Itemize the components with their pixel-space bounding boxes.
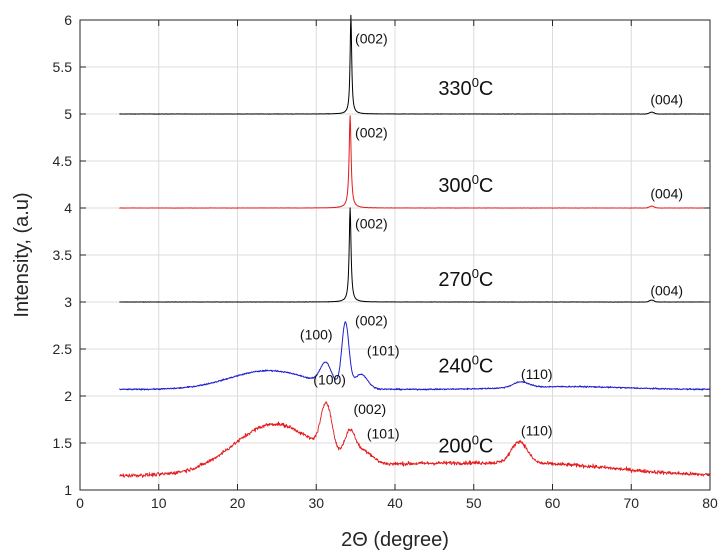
- temperature-label: 3300C: [438, 75, 493, 100]
- x-tick-label: 70: [623, 495, 639, 511]
- x-tick-label: 10: [151, 495, 167, 511]
- y-tick-label: 6: [64, 12, 72, 28]
- y-tick-label: 3.5: [53, 247, 73, 263]
- y-tick-label: 4.5: [53, 153, 73, 169]
- peak-label: (002): [355, 125, 388, 141]
- series-group: [118, 14, 711, 478]
- y-tick-label: 5.5: [53, 59, 73, 75]
- peak-label: (004): [650, 92, 683, 108]
- peak-label: (002): [355, 313, 388, 329]
- series-line-4: [119, 401, 711, 478]
- peak-label: (101): [367, 425, 400, 441]
- peak-label: (004): [650, 282, 683, 298]
- series-line-3: [118, 321, 711, 391]
- series-line-2: [119, 207, 711, 303]
- y-tick-label: 3: [64, 294, 72, 310]
- annotations: 3300C 3000C 2700C 2400C 2000C (002) (004) (002)…: [300, 31, 683, 458]
- peak-label: (100): [300, 327, 333, 343]
- y-tick-label: 2.5: [53, 341, 73, 357]
- x-tick-label: 40: [387, 495, 403, 511]
- x-tick-label: 0: [76, 495, 84, 511]
- temperature-label: 2000C: [438, 432, 493, 457]
- peak-label: (004): [650, 186, 683, 202]
- y-tick-label: 2: [64, 388, 72, 404]
- temperature-label: 2400C: [438, 353, 493, 378]
- x-tick-label: 80: [702, 495, 718, 511]
- peak-label: (002): [353, 401, 386, 417]
- peak-label: (110): [521, 366, 553, 382]
- y-axis-label: Intensity, (a.u): [11, 192, 33, 317]
- peak-label: (002): [355, 31, 388, 47]
- temperature-label: 3000C: [438, 172, 493, 197]
- peak-label: (110): [521, 422, 553, 438]
- x-tick-label: 50: [466, 495, 482, 511]
- temperature-label: 2700C: [438, 266, 493, 291]
- y-tick-label: 1: [64, 482, 72, 498]
- peak-label: (002): [355, 216, 388, 232]
- x-tick-label: 20: [230, 495, 246, 511]
- ticks: 0 10 20 30 40 50 60 70 80 1 1.5 2 2.5 3 3.5 4 4.5 5 5.5 6: [53, 12, 718, 511]
- x-tick-label: 30: [308, 495, 324, 511]
- y-tick-label: 4: [64, 200, 72, 216]
- y-tick-label: 1.5: [53, 435, 73, 451]
- series-line-0: [119, 14, 711, 115]
- peak-label: (101): [367, 343, 400, 359]
- series-line-1: [119, 115, 711, 209]
- x-axis-label: 2Θ (degree): [341, 529, 449, 551]
- x-tick-label: 60: [545, 495, 561, 511]
- y-tick-label: 5: [64, 106, 72, 122]
- peak-label: (100): [313, 372, 346, 388]
